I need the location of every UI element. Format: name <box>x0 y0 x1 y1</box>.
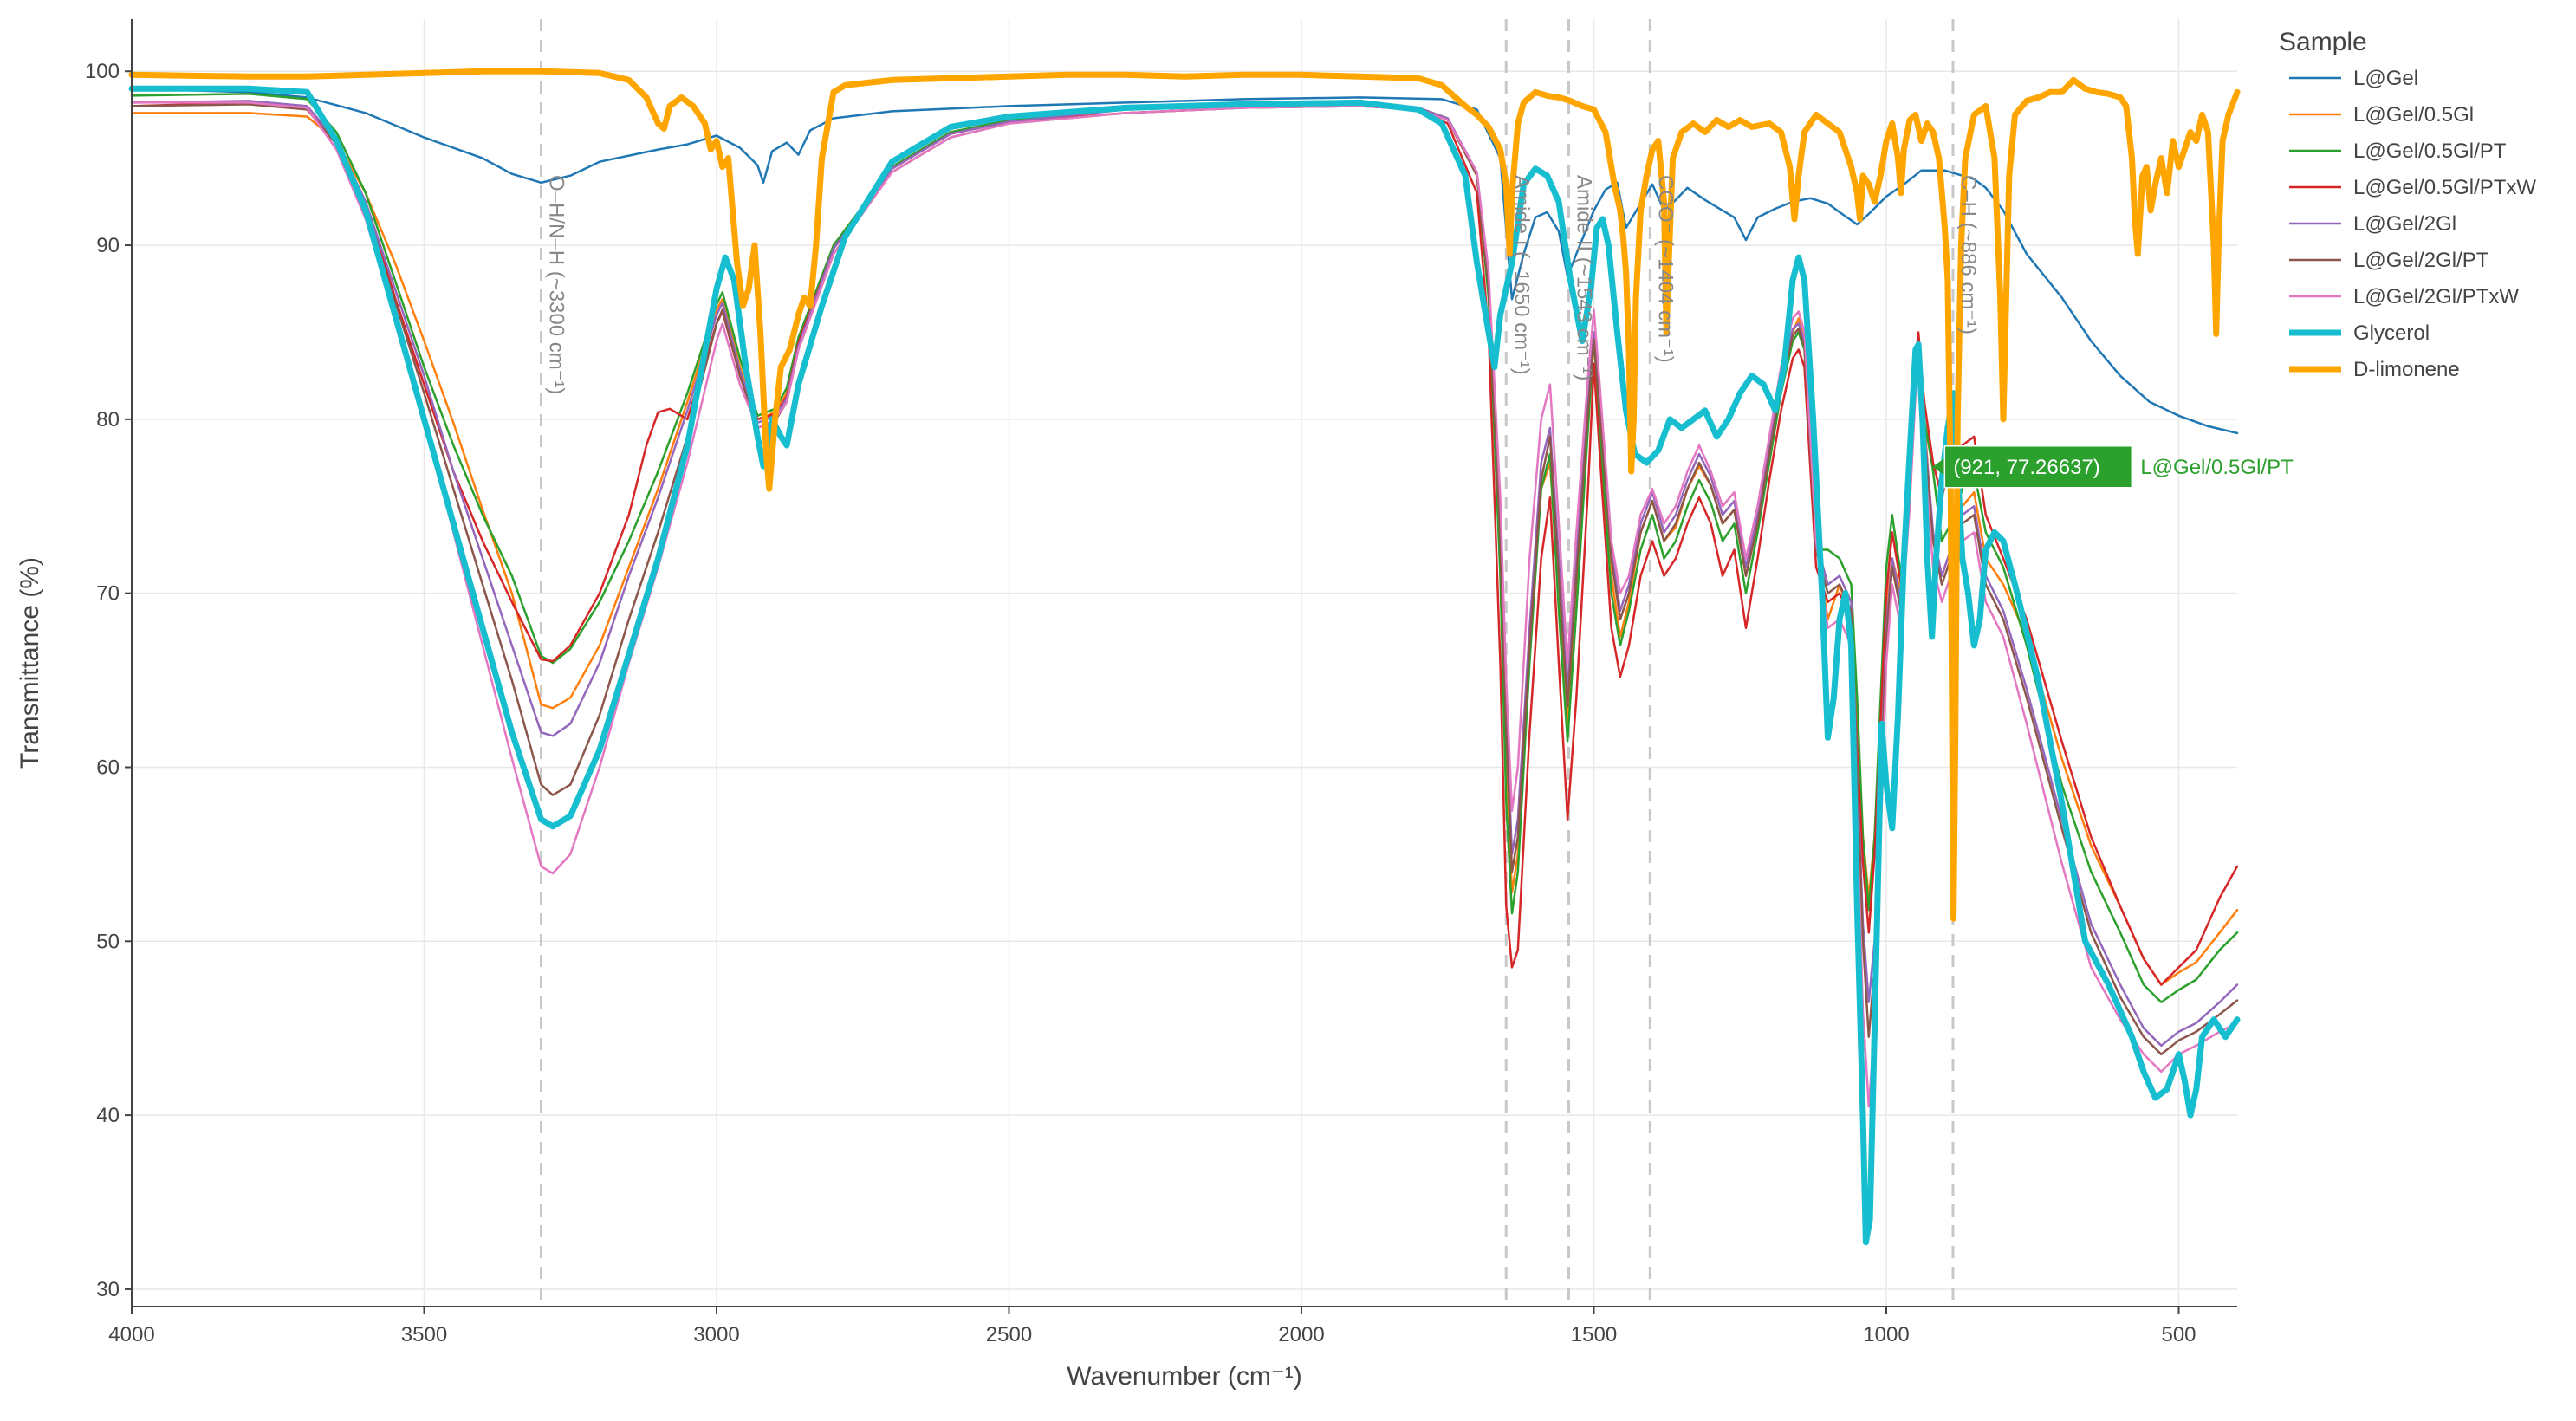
x-tick-label: 2000 <box>1278 1323 1324 1346</box>
legend[interactable]: Sample L@Gel L@Gel/0.5Gl L@Gel/0.5Gl/PT L@G… <box>2279 28 2536 381</box>
legend-item[interactable]: L@Gel/2Gl <box>2289 212 2456 236</box>
hover-pointer <box>1932 457 1945 476</box>
legend-item[interactable]: D-limonene <box>2289 358 2460 381</box>
annotation-label: C–H (~886 cm⁻¹) <box>1956 175 1980 334</box>
legend-label: L@Gel/2Gl/PTxW <box>2353 285 2519 308</box>
x-tick-label: 3500 <box>401 1323 447 1346</box>
x-tick-label: 1000 <box>1863 1323 1909 1346</box>
annotation-lines <box>540 19 1955 1307</box>
annotation-label: O–H/N–H (~3300 cm⁻¹) <box>545 175 568 394</box>
y-axis-title: Transmittance (%) <box>16 557 44 769</box>
legend-label: L@Gel/0.5Gl/PTxW <box>2353 176 2536 199</box>
legend-label: Glycerol <box>2353 321 2430 345</box>
legend-item[interactable]: Glycerol <box>2289 321 2430 345</box>
hover-tooltip: (921, 77.26637) L@Gel/0.5Gl/PT <box>1932 445 2294 489</box>
legend-item[interactable]: L@Gel/0.5Gl/PTxW <box>2289 176 2536 199</box>
hover-value: (921, 77.26637) <box>1953 456 2099 479</box>
y-tick-label: 40 <box>96 1104 120 1127</box>
series-lines <box>128 68 2241 1246</box>
series-line[interactable] <box>130 103 2239 1056</box>
y-tick-label: 90 <box>96 234 120 257</box>
annotation-labels: O–H/N–H (~3300 cm⁻¹) Amide I (~1650 cm⁻¹)… <box>545 175 1980 394</box>
hover-box <box>1943 445 2133 489</box>
legend-title: Sample <box>2279 28 2367 56</box>
legend-label: L@Gel <box>2353 67 2418 90</box>
y-tick-label: 60 <box>96 756 120 779</box>
series-line[interactable] <box>130 101 2239 1108</box>
series-line[interactable] <box>130 101 2239 986</box>
series-line[interactable] <box>130 93 2239 1003</box>
series-line[interactable] <box>130 88 2239 435</box>
x-tick-label: 3000 <box>693 1323 739 1346</box>
y-tick-label: 30 <box>96 1278 120 1301</box>
x-tick-label: 2500 <box>986 1323 1032 1346</box>
y-tick-label: 70 <box>96 582 120 606</box>
legend-label: D-limonene <box>2353 358 2460 381</box>
x-tick-label: 500 <box>2161 1323 2196 1346</box>
grid <box>131 19 2237 1307</box>
legend-item[interactable]: L@Gel/2Gl/PTxW <box>2289 285 2519 308</box>
series-line[interactable] <box>128 85 2241 1246</box>
tick-labels: 30 40 50 60 70 80 90 100 4000 3500 3000 2500 2000 150… <box>85 60 2196 1346</box>
series-line[interactable] <box>130 100 2239 1048</box>
y-tick-label: 100 <box>85 60 120 83</box>
hover-series-name: L@Gel/0.5Gl/PT <box>2140 456 2294 479</box>
annotation-label: Amide I (~1650 cm⁻¹) <box>1509 175 1533 375</box>
series-line[interactable] <box>130 105 2239 986</box>
x-tick-label: 4000 <box>108 1323 154 1346</box>
y-tick-label: 50 <box>96 930 120 953</box>
annotation-label: COO⁻ (~1404 cm⁻¹) <box>1653 175 1677 363</box>
x-tick-label: 1500 <box>1571 1323 1617 1346</box>
legend-label: L@Gel/2Gl <box>2353 212 2456 236</box>
annotation-label: Amide II (~1543 cm⁻¹) <box>1572 175 1595 380</box>
legend-label: L@Gel/0.5Gl <box>2353 103 2474 127</box>
legend-item[interactable]: L@Gel/0.5Gl <box>2289 103 2474 127</box>
legend-item[interactable]: L@Gel/2Gl/PT <box>2289 249 2489 272</box>
x-axis-title: Wavenumber (cm⁻¹) <box>1067 1362 1301 1391</box>
series-line[interactable] <box>128 68 2241 922</box>
legend-label: L@Gel/0.5Gl/PT <box>2353 140 2507 163</box>
legend-item[interactable]: L@Gel/0.5Gl/PT <box>2289 140 2507 163</box>
legend-item[interactable]: L@Gel <box>2289 67 2418 90</box>
y-tick-label: 80 <box>96 408 120 431</box>
legend-label: L@Gel/2Gl/PT <box>2353 249 2489 272</box>
axes <box>125 19 2237 1314</box>
